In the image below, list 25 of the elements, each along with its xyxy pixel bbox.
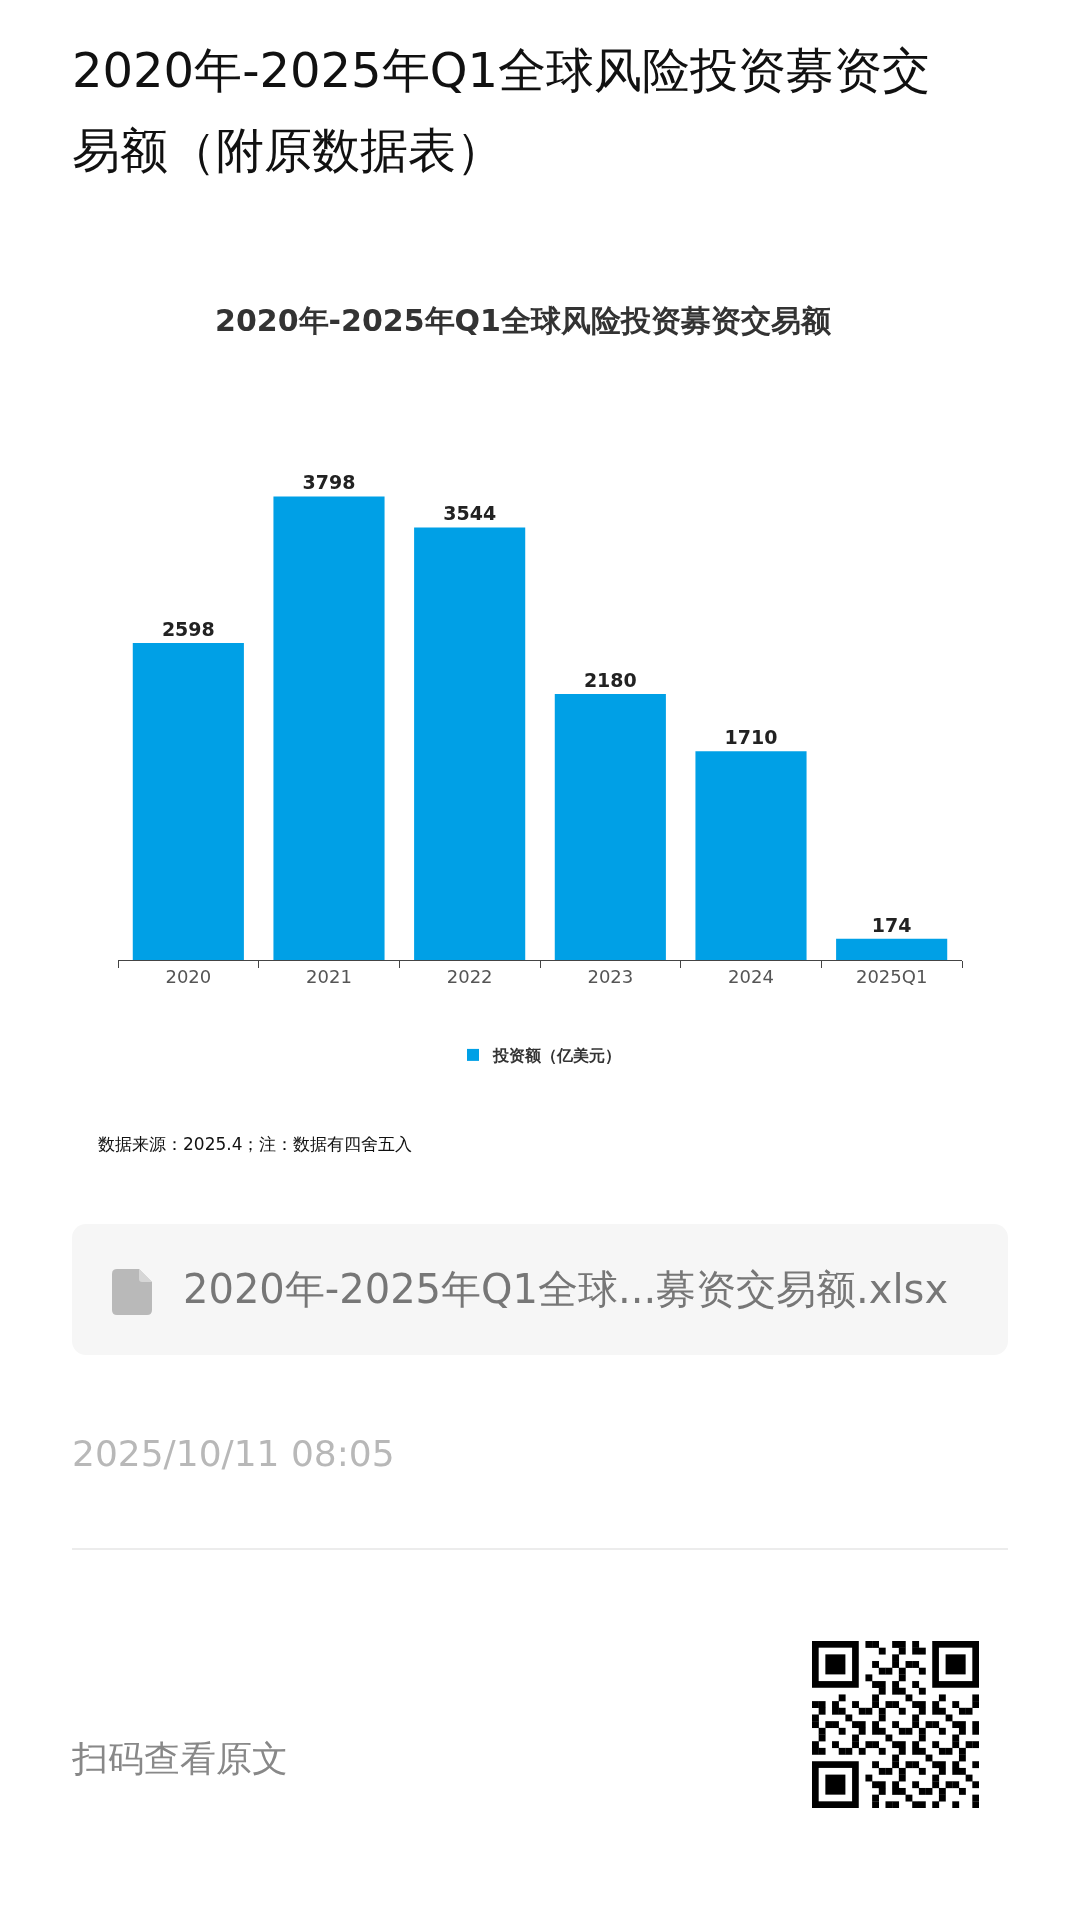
- x-tick-label: 2022: [446, 965, 493, 987]
- text: 2025/10/11 08:05: [72, 1432, 395, 1476]
- x-tick-label: 2025Q1: [855, 965, 928, 987]
- x-tick-label: 2024: [728, 965, 774, 987]
- bar: [554, 693, 666, 960]
- data-label: 3544: [443, 502, 497, 525]
- data-label: 174: [871, 913, 912, 936]
- data-label: 1710: [724, 726, 778, 749]
- text: 2020年-2025年Q1全球...募资交易额.xlsx: [183, 1265, 949, 1314]
- text: 扫码查看原文: [72, 1737, 288, 1781]
- x-tick-label: 2021: [306, 965, 352, 987]
- chart-subtitle: 2020年-2025年Q1全球风险投资募资交易额: [215, 302, 831, 338]
- bar: [836, 938, 948, 960]
- bar: [273, 496, 385, 960]
- data-label: 2598: [161, 617, 215, 640]
- source-note: 数据来源：2025.4；注：数据有四舍五入: [98, 1134, 413, 1154]
- chart-title: 2020年-2025年Q1全球风险投资募资交易额（附原数据表）: [72, 41, 931, 180]
- legend-label: 投资额（亿美元）: [492, 1046, 621, 1066]
- bar: [695, 751, 807, 960]
- data-label: 3798: [302, 471, 356, 494]
- bar: [132, 642, 244, 960]
- data-label: 2180: [583, 668, 637, 691]
- x-tick-label: 2023: [587, 965, 634, 987]
- x-tick-label: 2020: [165, 965, 212, 987]
- bar: [414, 527, 526, 960]
